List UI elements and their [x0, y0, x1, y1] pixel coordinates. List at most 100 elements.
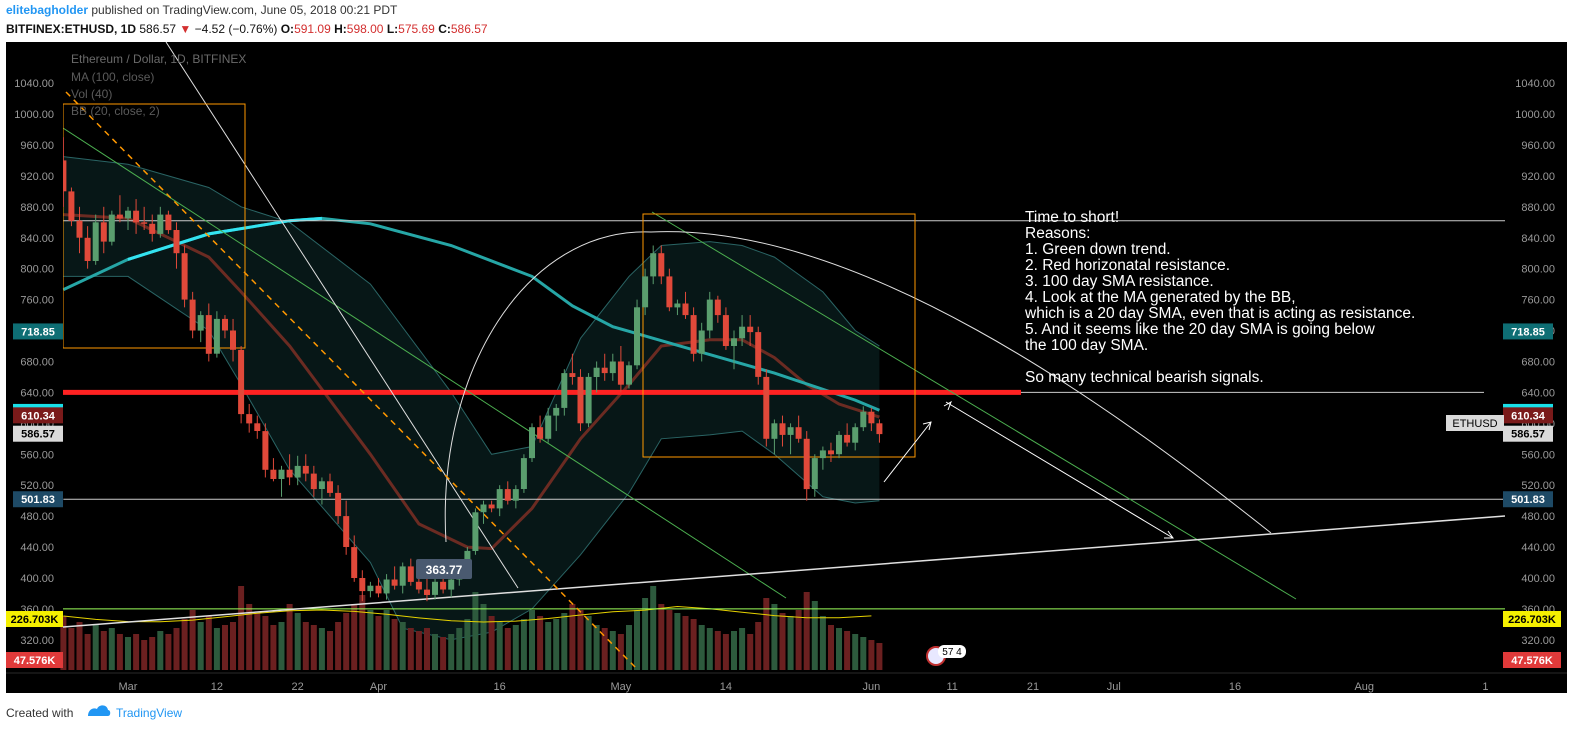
candle-body: [432, 581, 438, 595]
volume-bar: [569, 604, 576, 670]
annotation-line: Time to short!: [1025, 209, 1119, 226]
candle-body: [803, 438, 810, 490]
candle-body: [375, 585, 382, 594]
tradingview-logo-icon: [88, 705, 111, 716]
annotation-line: 1. Green down trend.: [1025, 241, 1171, 258]
candle-body: [310, 473, 317, 490]
volume-ma-tag-right-bg: [1503, 611, 1561, 627]
x-tick-label: Jun: [862, 681, 880, 693]
candle-body: [63, 160, 67, 192]
price-chart[interactable]: 363.77 Ethereum / Dollar, 1D, BITFINEX MA …: [6, 42, 1567, 693]
x-tick-label: 14: [720, 681, 732, 693]
close-value: 586.57: [450, 22, 488, 36]
candle-body: [318, 481, 325, 489]
bb-band-fill: [63, 156, 880, 640]
volume-bar: [755, 622, 762, 670]
chart-canvas[interactable]: 363.77 Ethereum / Dollar, 1D, BITFINEX MA …: [6, 42, 1567, 693]
arrow-start-icon: [943, 400, 952, 411]
badge-count-bg: [938, 645, 966, 658]
volume-last-tag-left-bg: [6, 652, 63, 668]
candle-body: [763, 376, 770, 439]
badge-count: 57 4: [942, 647, 962, 658]
candle-body: [795, 427, 802, 439]
candle-body: [246, 414, 253, 424]
volume-bar: [125, 637, 131, 670]
volume-bar: [803, 592, 810, 670]
candle-body: [819, 450, 826, 459]
tradingview-link[interactable]: TradingView: [116, 706, 183, 720]
y-tick-label-right: 560.00: [1521, 449, 1555, 461]
candle-body: [213, 318, 220, 354]
volume-bar: [601, 628, 608, 670]
volume-ma-tag-left: 226.703K: [11, 614, 59, 626]
volume-bar: [391, 619, 398, 670]
volume-bar: [205, 616, 212, 670]
candle-body: [480, 504, 487, 513]
candle-body: [157, 214, 164, 234]
volume-bar: [488, 616, 495, 670]
volume-bar: [375, 616, 382, 670]
candle-body: [278, 469, 285, 479]
candle-body: [141, 222, 148, 224]
up-arrow-icon: [922, 421, 932, 431]
last-price: 586.57: [139, 22, 177, 36]
candle-body: [771, 423, 778, 439]
volume-bar: [666, 610, 673, 670]
candle-body: [254, 423, 261, 431]
candle-body: [747, 326, 754, 333]
low-label: L:: [386, 22, 399, 36]
volume-bar: [682, 616, 689, 670]
volume-ma-tag-left-bg: [6, 611, 63, 627]
volume-bar: [327, 631, 333, 670]
x-tick-label: Jul: [1107, 681, 1121, 693]
y-tick-label-left: 640.00: [20, 387, 54, 399]
candle-body: [165, 214, 172, 231]
volume-bar: [876, 643, 883, 670]
x-tick-label: 16: [1229, 681, 1241, 693]
ma-price-tag-left: 718.85: [21, 326, 55, 338]
y-tick-label-left: 400.00: [20, 573, 54, 585]
basis-price-tag-right-bg: [1503, 407, 1553, 424]
ohlc-line: BITFINEX:ETHUSD, 1D 586.57 ▼ −4.52 (−0.7…: [6, 22, 488, 36]
volume-bar: [545, 622, 552, 670]
volume-ma-tag-right: 226.703K: [1508, 614, 1556, 626]
volume-bar: [141, 640, 148, 670]
candle-body: [108, 214, 115, 242]
y-tick-label-right: 640.00: [1521, 387, 1555, 399]
volume-bar: [383, 610, 390, 670]
volume-bar: [456, 628, 463, 670]
candle-body: [76, 220, 83, 238]
volume-bar: [674, 613, 681, 670]
candle-body: [520, 458, 527, 489]
volume-bar: [658, 604, 665, 670]
volume-bar: [76, 622, 83, 670]
y-tick-label-left: 560.00: [20, 449, 54, 461]
indicator-legend: MA (100, close): [71, 70, 154, 84]
volume-bar: [779, 613, 786, 670]
volume-bar: [593, 625, 600, 670]
y-tick-label-left: 680.00: [20, 356, 54, 368]
volume-bar: [553, 619, 560, 670]
candle-body: [868, 411, 875, 424]
candle-body: [189, 299, 196, 331]
author-link[interactable]: elitebagholder: [6, 3, 89, 17]
candle-body: [351, 547, 358, 578]
volume-bar: [407, 628, 414, 670]
candle-body: [92, 222, 99, 261]
volume-bar: [609, 631, 616, 670]
volume-bar: [278, 622, 285, 670]
candle-body: [359, 578, 366, 592]
steep-white-line: [165, 42, 519, 589]
symbol-tag-bg: [1446, 415, 1504, 431]
candle-body: [731, 338, 737, 346]
candle-body: [415, 581, 422, 590]
volume-bar: [690, 619, 697, 670]
x-tick-label: Aug: [1354, 681, 1374, 693]
annotation-line: 3. 100 day SMA resistance.: [1025, 273, 1214, 290]
open-value: 591.09: [294, 22, 331, 36]
candle-body: [642, 276, 649, 308]
volume-bar: [844, 631, 851, 670]
volume-bar: [286, 604, 293, 670]
y-tick-label-right: 440.00: [1521, 542, 1555, 554]
chart-title: Ethereum / Dollar, 1D, BITFINEX: [71, 52, 246, 66]
